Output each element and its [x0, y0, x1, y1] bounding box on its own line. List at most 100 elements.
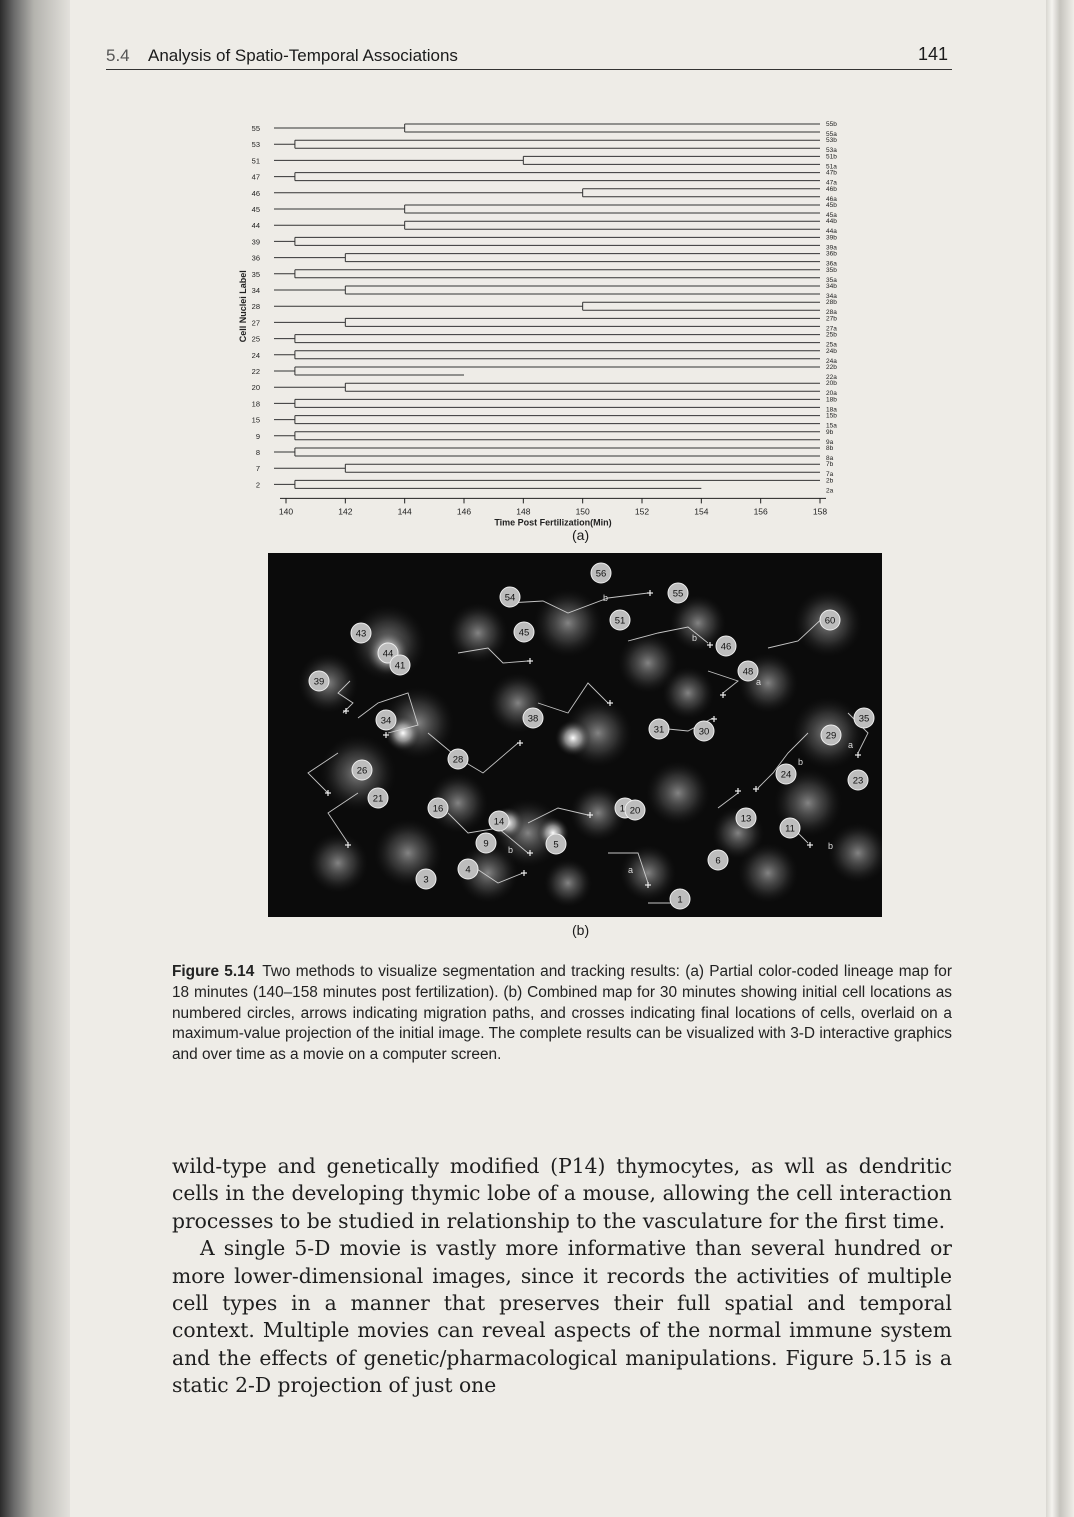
- cell-number: 43: [356, 629, 367, 640]
- cell-number: 4: [465, 865, 470, 876]
- header-rule: [106, 69, 952, 70]
- daughter-label: 22b: [826, 364, 837, 371]
- cell-label: 18: [252, 399, 260, 408]
- cell-number: 54: [505, 593, 516, 604]
- daughter-label: 53a: [826, 147, 837, 154]
- binding-shadow: [0, 0, 70, 1517]
- migration-path: [337, 680, 354, 714]
- cell-marker: 26: [351, 759, 373, 781]
- cell-circle: [415, 868, 437, 890]
- cell-label: 51: [252, 156, 260, 165]
- cell-marker: 3: [415, 868, 437, 890]
- daughter-label: 8b: [826, 445, 834, 452]
- cell-circle: [775, 763, 797, 785]
- cell-marker: 39: [308, 670, 330, 692]
- final-location-cross: [753, 786, 759, 792]
- migration-path: [527, 807, 589, 824]
- cell-label: 28: [252, 302, 260, 311]
- daughter-label: 34a: [826, 293, 837, 300]
- cell-marker: 60: [819, 609, 841, 631]
- daughter-label: 18a: [826, 406, 837, 413]
- cell-number: 9: [483, 839, 488, 850]
- final-location-cross: [587, 812, 593, 818]
- cell-number: 21: [373, 794, 384, 805]
- final-location-cross: [735, 788, 741, 794]
- cell-circle: [735, 807, 757, 829]
- daughter-label: 51a: [826, 163, 837, 170]
- cell-marker: 54: [499, 586, 521, 608]
- body-text: wild-type and genetically modified (P14)…: [172, 1153, 952, 1400]
- cell-circle: [427, 797, 449, 819]
- cell-number: 28: [453, 755, 464, 766]
- cell-number: 24: [781, 770, 792, 781]
- daughter-label: 22a: [826, 374, 837, 381]
- x-tick-label: 140: [279, 506, 293, 516]
- cell-marker: 46: [715, 635, 737, 657]
- cell-marker: 45: [513, 621, 535, 643]
- path-letter: b: [692, 633, 697, 643]
- migration-path: [327, 792, 359, 844]
- daughter-label: 28a: [826, 309, 837, 316]
- cell-circle: [367, 787, 389, 809]
- final-location-cross: [521, 870, 527, 876]
- cell-number: 44: [383, 649, 394, 660]
- x-tick-label: 156: [754, 506, 768, 516]
- final-location-cross: [325, 790, 331, 796]
- cell-marker: 34: [375, 709, 397, 731]
- final-location-cross: [345, 842, 351, 848]
- cell-marker: 28: [447, 748, 469, 770]
- daughter-label: 46b: [826, 186, 837, 193]
- final-location-cross: [711, 716, 717, 722]
- daughter-label: 20b: [826, 380, 837, 387]
- daughter-label: 36b: [826, 251, 837, 258]
- cell-label: 55: [252, 124, 260, 133]
- cell-circle: [375, 709, 397, 731]
- cell-number: 5: [553, 840, 558, 851]
- cell-glow: [828, 823, 882, 883]
- cell-circle: [590, 562, 612, 584]
- figure-a-label: (a): [572, 527, 590, 543]
- daughter-label: 47b: [826, 170, 837, 177]
- cell-label: 47: [252, 173, 260, 182]
- cell-glow: [458, 843, 518, 903]
- migration-path: [707, 670, 739, 694]
- cell-number: 29: [826, 731, 837, 742]
- bright-spot: [555, 720, 591, 756]
- daughter-label: 27a: [826, 325, 837, 332]
- daughter-label: 2a: [826, 487, 834, 494]
- cell-label: 8: [256, 448, 260, 457]
- daughter-label: 44b: [826, 218, 837, 225]
- x-tick-label: 144: [398, 506, 412, 516]
- final-location-cross: [720, 692, 726, 698]
- path-letter: b: [603, 593, 608, 603]
- x-tick-label: 150: [576, 506, 590, 516]
- daughter-label: 28b: [826, 299, 837, 306]
- cell-number: 55: [673, 589, 684, 600]
- migration-path: [507, 592, 649, 614]
- cell-marker: 55: [667, 582, 689, 604]
- cell-glow: [534, 589, 602, 657]
- cell-label: 46: [252, 189, 260, 198]
- cell-number: 14: [494, 817, 505, 828]
- cell-circle: [457, 858, 479, 880]
- daughter-label: 55b: [826, 121, 837, 128]
- migration-path: [457, 647, 529, 664]
- cell-circle: [820, 724, 842, 746]
- cell-marker: 23: [847, 769, 869, 791]
- cell-number: 30: [699, 727, 710, 738]
- cell-label: 22: [252, 367, 260, 376]
- final-location-cross: [807, 842, 813, 848]
- cell-label: 36: [252, 254, 260, 263]
- migration-path: [357, 692, 419, 734]
- daughter-label: 7b: [826, 461, 834, 468]
- cell-marker: 43: [350, 622, 372, 644]
- path-letter: b: [508, 845, 513, 855]
- cell-circle: [350, 622, 372, 644]
- running-header: 5.4 Analysis of Spatio-Temporal Associat…: [106, 44, 952, 70]
- cell-number: 34: [381, 716, 392, 727]
- cell-circle: [351, 759, 373, 781]
- daughter-label: 39a: [826, 244, 837, 251]
- cell-circle: [308, 670, 330, 692]
- cell-circle: [513, 621, 535, 643]
